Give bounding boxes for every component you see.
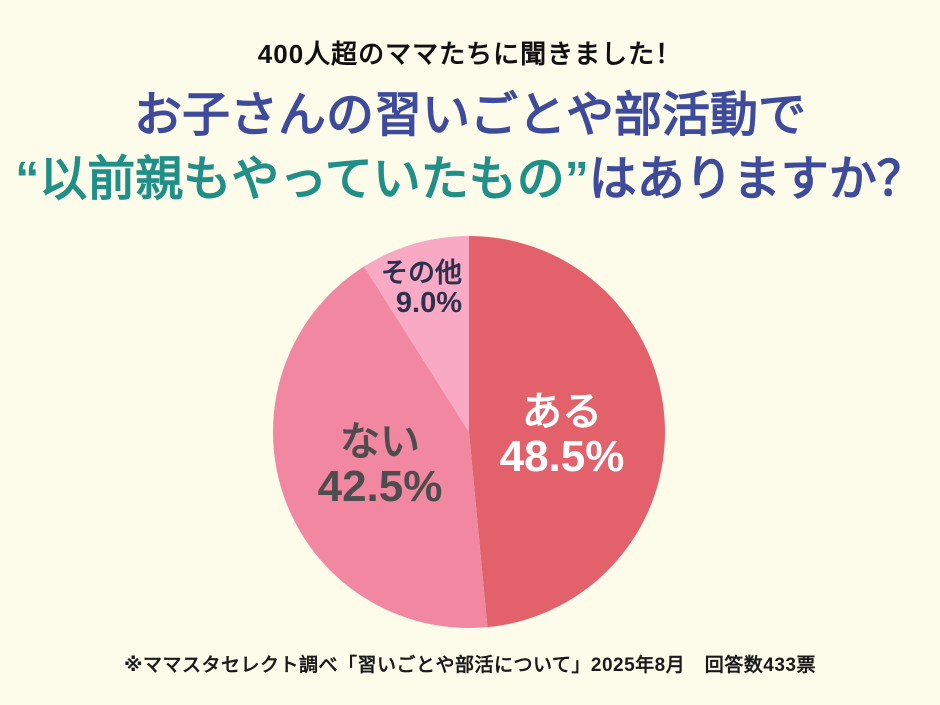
- slice-label-sonota: その他 9.0%: [356, 258, 462, 318]
- source-note: ※ママスタセレクト調べ「習いごとや部活について」2025年8月 回答数433票: [124, 655, 816, 676]
- slice-nai-name: ない: [340, 420, 420, 464]
- title-line-2: “以前親もやっていたもの”はありますか？: [0, 148, 940, 212]
- pie-slice-0: [469, 236, 666, 628]
- slice-label-nai: ない 42.5%: [292, 420, 468, 510]
- slice-aru-percent: 48.5%: [499, 432, 625, 481]
- survey-note: 400人超のママたちに聞きました！: [257, 39, 683, 69]
- slice-sonota-percent: 9.0%: [395, 287, 462, 319]
- title-line-1: お子さんの習いごとや部活動で: [0, 84, 940, 148]
- slice-sonota-name: その他: [381, 258, 462, 288]
- pie-slice-2: [363, 236, 469, 432]
- title-quoted-phrase: “以前親もやっていたもの”: [15, 153, 589, 206]
- page-title: お子さんの習いごとや部活動で “以前親もやっていたもの”はありますか？: [0, 84, 940, 212]
- slice-label-aru: ある 48.5%: [482, 390, 642, 480]
- slice-nai-percent: 42.5%: [317, 462, 443, 511]
- title-line1-text: お子さんの習いごとや部活動で: [133, 89, 806, 142]
- slice-aru-name: ある: [522, 390, 602, 434]
- title-line2-rest: はありますか？: [588, 153, 925, 206]
- pie-slice-1: [272, 266, 488, 629]
